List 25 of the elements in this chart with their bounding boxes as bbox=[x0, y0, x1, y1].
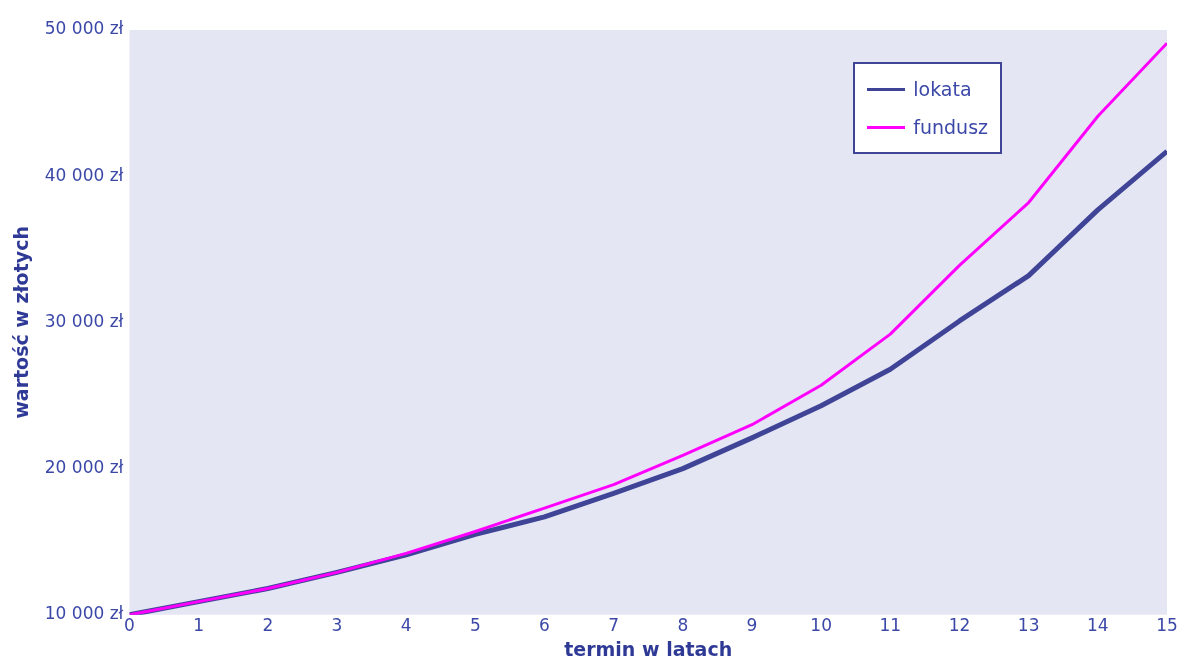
x-tick-label: 5 bbox=[469, 615, 481, 636]
x-tick-label: 11 bbox=[879, 615, 902, 636]
legend-label: fundusz bbox=[913, 115, 988, 140]
x-tick-label: 2 bbox=[262, 615, 274, 636]
x-tick-label: 15 bbox=[1156, 615, 1178, 636]
x-tick-label: 9 bbox=[746, 615, 758, 636]
x-tick-label: 14 bbox=[1087, 615, 1109, 636]
x-tick-label: 3 bbox=[331, 615, 343, 636]
y-tick-label: 20 000 zł bbox=[44, 457, 124, 478]
x-tick-label: 8 bbox=[677, 615, 689, 636]
legend-label: lokata bbox=[913, 77, 972, 102]
y-tick-label: 10 000 zł bbox=[44, 603, 124, 624]
x-tick-label: 6 bbox=[539, 615, 550, 636]
x-tick-label: 10 bbox=[810, 615, 832, 636]
x-tick-label: 7 bbox=[608, 615, 620, 636]
y-tick-label: 50 000 zł bbox=[44, 18, 124, 39]
x-tick-label: 0 bbox=[124, 615, 135, 636]
x-tick-label: 13 bbox=[1017, 615, 1040, 636]
x-tick-label: 4 bbox=[400, 615, 412, 636]
y-axis-title: wartość w złotych bbox=[10, 226, 33, 419]
x-axis-title: termin w latach bbox=[564, 637, 733, 660]
y-tick-label: 30 000 zł bbox=[44, 310, 124, 331]
x-tick-label: 1 bbox=[193, 615, 205, 636]
x-tick-label: 12 bbox=[948, 615, 971, 636]
y-tick-label: 40 000 zł bbox=[44, 164, 124, 185]
